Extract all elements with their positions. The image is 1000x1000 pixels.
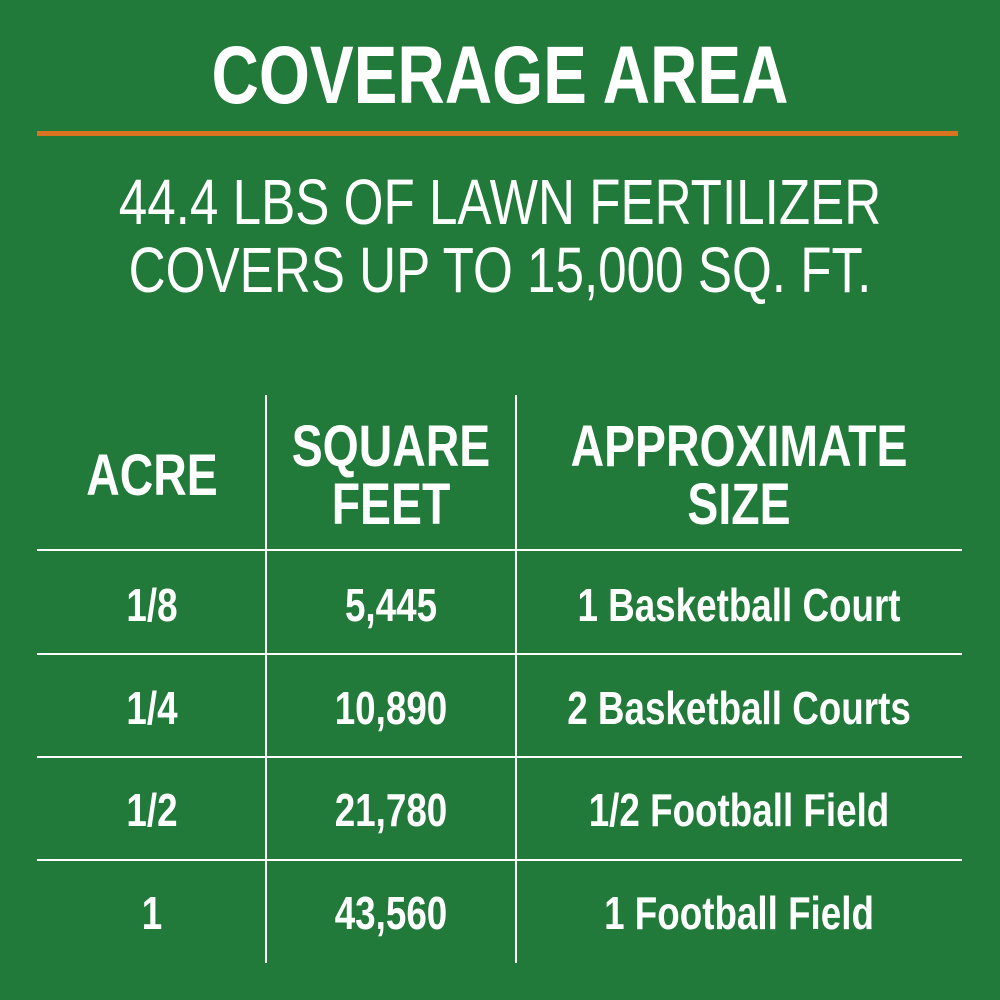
table-cell: 1 Basketball Court	[577, 579, 901, 631]
table-cell: 10,890	[334, 682, 448, 734]
table-cell: 1/2 Football Field	[588, 784, 890, 836]
column-header: FEET	[331, 472, 451, 537]
column-rule	[265, 395, 267, 963]
column-header: SQUARE	[291, 414, 491, 479]
column-header: SIZE	[687, 472, 791, 537]
column-header: APPROXIMATE	[570, 414, 908, 479]
table-cell: 43,560	[334, 887, 448, 939]
table-cell: 1 Football Field	[604, 887, 874, 939]
table-cell: 1/4	[126, 682, 178, 734]
table-cell: 1/2	[126, 784, 178, 836]
column-rule	[515, 395, 517, 963]
column-header: ACRE	[86, 443, 218, 508]
row-rule	[37, 549, 962, 551]
row-rule	[37, 653, 962, 655]
table-cell: 1/8	[126, 579, 178, 631]
divider	[37, 131, 958, 136]
title: COVERAGE AREA	[211, 30, 789, 121]
table-cell: 1	[141, 887, 163, 939]
subtitle-line: 44.4 LBS OF LAWN FERTILIZER	[118, 166, 882, 238]
table-cell: 2 Basketball Courts	[567, 682, 911, 734]
table-cell: 21,780	[334, 784, 448, 836]
table-cell: 5,445	[344, 579, 438, 631]
row-rule	[37, 756, 962, 758]
row-rule	[37, 859, 962, 861]
subtitle-line: COVERS UP TO 15,000 SQ. FT.	[128, 234, 872, 306]
